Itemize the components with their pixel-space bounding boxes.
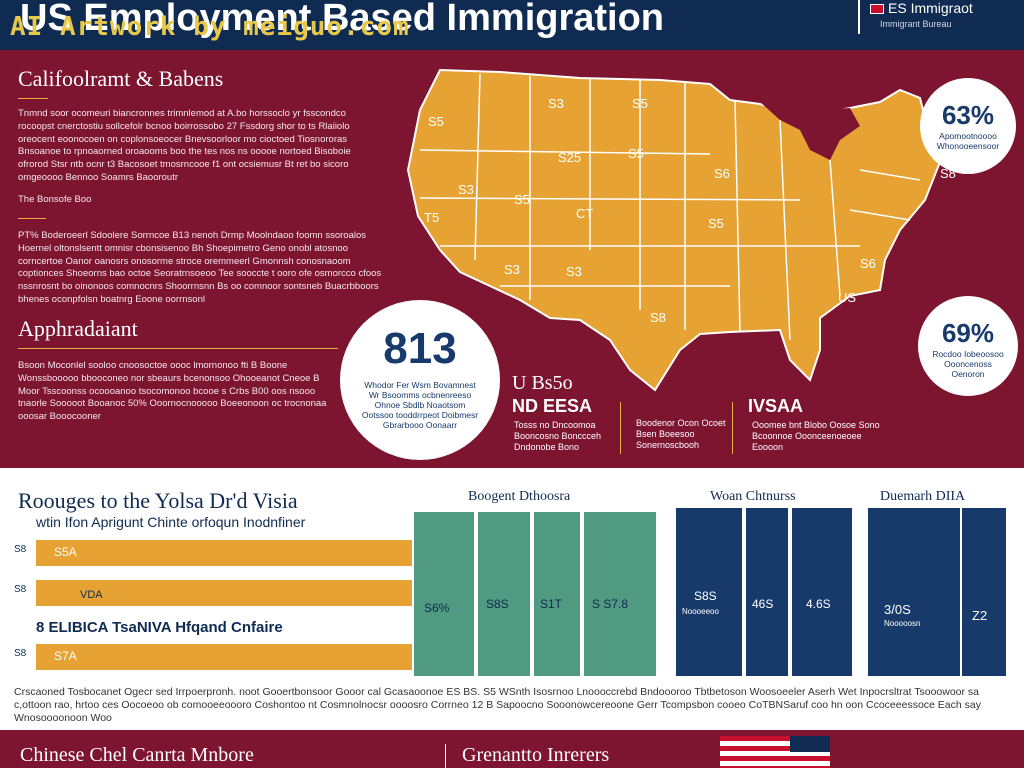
state-label: S5: [628, 146, 644, 161]
hbar-label: S5A: [54, 545, 77, 559]
stat-right-text: Rocdoo Iobeoosoo Oooncenoss Oenoron: [932, 349, 1004, 379]
chart-subtitle: wtin Ifon Aprigunt Chinte orfoqun Inodnf…: [36, 514, 306, 530]
hbar-label: S7A: [54, 649, 77, 663]
map-section: Califoolramt & Babens Tnmnd soor ocomeur…: [0, 50, 1024, 468]
stat-circle-center: 813 Whodor Fer Wsm Bovamnest Wr Bsoomms …: [340, 300, 500, 460]
flag-icon: [870, 4, 884, 15]
watermark-text: AI Artwork by meiguo.com: [10, 12, 410, 42]
green-bar: [584, 512, 656, 676]
label-visa: IVSAA: [748, 396, 804, 416]
hbar-ylabel: S8: [14, 544, 27, 555]
header-bar: US Employment Based Immigration AI Artwo…: [0, 0, 1024, 50]
state-label: CT: [576, 206, 593, 221]
group-2-title: Woan Chtnurss: [710, 489, 796, 504]
navy-bar: [962, 508, 1006, 676]
divider-line: [620, 402, 621, 454]
great-lakes: [760, 90, 860, 160]
green-bar: [478, 512, 530, 676]
stat-circle-right: 69% Rocdoo Iobeoosoo Oooncenoss Oenoron: [918, 296, 1018, 396]
bar-charts: S8 S8 S8 S5A VDA 8 ELIBICA TsaNIVA Hfqan…: [14, 489, 1006, 676]
hbar-ylabel: S8: [14, 648, 27, 659]
note-mid: Boodenor Ocon Ocoet Bsen Boeesoo Sonerno…: [636, 418, 726, 450]
state-label: S3: [566, 264, 582, 279]
hbar-1: [36, 540, 412, 566]
state-label: S8: [650, 310, 666, 325]
state-label: S3: [458, 182, 474, 197]
bottom-left-heading: Chinese Chel Canrta Mnbore: [20, 744, 254, 766]
paragraph-rule: [18, 218, 46, 219]
paragraph-1: Tnmnd soor ocomeuri biancronnes trimnlem…: [18, 108, 351, 183]
stat-center-value: 813: [383, 324, 457, 373]
state-label: S3: [504, 262, 520, 277]
navy-bar-sub: Nooooosn: [884, 619, 920, 628]
stat-center-text: Whodor Fer Wsm Bovamnest Wr Bsoomms ocbn…: [361, 380, 479, 430]
state-label: T5: [424, 210, 439, 225]
chart-footnote: Crscaoned Tosbocanet Ogecr sed Irrpoerpr…: [14, 686, 981, 724]
label-uebs: U Bs5o: [512, 372, 573, 394]
green-bar-value: S6%: [424, 601, 450, 615]
note-nd: Tosss no Dncoomoa Booncosno Bonccceh Dnd…: [514, 420, 602, 452]
us-map-shape: [406, 68, 942, 392]
state-label: S25: [558, 150, 581, 165]
navy-bar: [676, 508, 742, 676]
heading-rule: [18, 98, 48, 99]
heading-rule-2: [18, 348, 338, 349]
navy-bar-value: 46S: [752, 597, 773, 611]
state-label: S5: [632, 96, 648, 111]
navy-bar: [746, 508, 788, 676]
paragraph-4: Bsoon Moconlel sooloo cnoosoctoe oooc lm…: [18, 360, 327, 423]
state-label: S5: [708, 216, 724, 231]
green-bar-value: S8S: [486, 597, 509, 611]
navy-bar-value: 4.6S: [806, 597, 831, 611]
divider-line: [732, 402, 733, 454]
chart-title: Roouges to the Yolsa Dr'd Visia: [18, 488, 298, 513]
hbar-2: [36, 580, 412, 606]
state-label: S3: [548, 96, 564, 111]
chart-section: Roouges to the Yolsa Dr'd Visia wtin Ifo…: [0, 468, 1024, 730]
paragraph-3: PT% Boderoeerl Sdoolere Sorrncoe B13 nen…: [18, 230, 382, 305]
green-bar: [534, 512, 580, 676]
green-bar-value: S S7.8: [592, 597, 628, 611]
label-nd-eesa: ND EESA: [512, 396, 593, 416]
state-label: S6: [714, 166, 730, 181]
navy-bar-value: S8S: [694, 589, 717, 603]
header-badge-label: ES Immigraot: [888, 0, 973, 16]
bottom-divider: [445, 744, 446, 768]
navy-bar: [868, 508, 960, 676]
hbar-caption: 8 ELIBICA TsaNIVA Hfqand Cnfaire: [36, 619, 283, 636]
green-bar: [414, 512, 474, 676]
hbar-label: VDA: [80, 589, 103, 601]
bottom-band: Chinese Chel Canrta Mnbore Grenantto Inr…: [0, 730, 1024, 768]
group-3-title: Duemarh DIIA: [880, 489, 966, 504]
bottom-right-heading: Grenantto Inrerers: [462, 744, 610, 766]
stat-top-value: 63%: [941, 100, 995, 130]
section-heading-2: Apphradaiant: [18, 316, 138, 341]
note-visa: Ooomee bnt Blobo Oosoe Sono Bcoonnoe Ooo…: [752, 420, 880, 452]
state-label: US: [838, 290, 856, 305]
group-1-title: Boogent Dthoosra: [468, 489, 571, 504]
stat-top-text: Apomootnoooo Whonooeensoor: [936, 131, 1000, 151]
navy-bar-value: 3/0S: [884, 602, 911, 617]
stat-right-value: 69%: [941, 318, 995, 348]
header-badge: ES Immigraot: [870, 0, 973, 16]
state-label: S5: [428, 114, 444, 129]
hbar-ylabel: S8: [14, 584, 27, 595]
section-heading-1: Califoolramt & Babens: [18, 66, 224, 91]
hbar-gap: [40, 568, 412, 578]
hbar-4: [36, 644, 412, 670]
stat-circle-top: 63% Apomootnoooo Whonooeensoor: [920, 78, 1016, 174]
state-label: S6: [860, 256, 876, 271]
navy-bar-value: Z2: [972, 608, 987, 623]
us-map: S5 S3 S5 S25 S3 S5 T5 S3 CT S3 S8 S6 S5 …: [406, 68, 956, 392]
page-title: US Employment Based Immigration: [20, 0, 665, 39]
state-borders: [419, 73, 921, 341]
green-bar-value: S1T: [540, 597, 563, 611]
header-badge-sub: Immigrant Bureau: [880, 19, 952, 29]
header-divider: [858, 0, 860, 34]
navy-bar: [792, 508, 852, 676]
state-label: S5: [514, 192, 530, 207]
paragraph-2: The Bonsofe Boo: [18, 194, 92, 205]
navy-bar-sub: Noooeeoo: [682, 607, 719, 616]
us-flag-icon: [720, 736, 830, 768]
